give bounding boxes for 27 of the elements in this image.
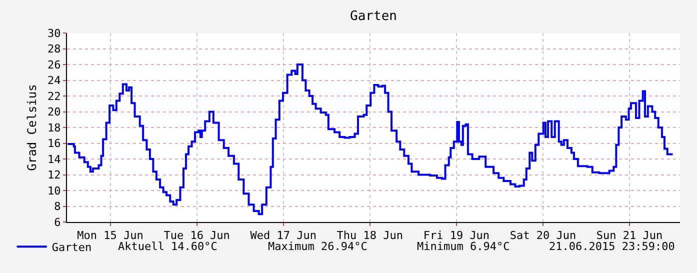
y-tick-label: 10 bbox=[48, 184, 61, 198]
x-tick-label: Fri 19 Jun bbox=[423, 229, 490, 242]
x-tick-label: Tue 16 Jun bbox=[164, 229, 230, 242]
y-tick-label: 30 bbox=[48, 26, 61, 40]
text: 21.06.2015 23:59:00 bbox=[549, 240, 675, 253]
y-tick-label: 24 bbox=[48, 74, 62, 88]
legend-label: Garten bbox=[52, 240, 92, 254]
y-tick-label: 18 bbox=[48, 121, 61, 134]
x-tick-label: Sat 20 Jun bbox=[510, 229, 576, 242]
text: Maximum 26.94°C bbox=[268, 240, 368, 253]
text: Aktuell 14.60°C bbox=[118, 240, 218, 253]
x-tick-label: Sun 21 Jun bbox=[596, 229, 663, 242]
y-tick-label: 14 bbox=[48, 152, 62, 166]
chart-title: Garten bbox=[350, 9, 397, 24]
x-tick-label: Wed 17 Jun bbox=[250, 229, 316, 242]
y-tick-label: 20 bbox=[48, 106, 61, 119]
y-tick-label: 8 bbox=[54, 200, 61, 214]
y-tick-label: 28 bbox=[48, 42, 61, 56]
text: Minimum 6.94°C bbox=[417, 240, 510, 253]
y-axis-title: Grad Celsius bbox=[24, 84, 39, 171]
y-tick-label: 16 bbox=[48, 137, 61, 150]
x-tick-label: Thu 18 Jun bbox=[336, 229, 404, 242]
x-tick-label: Mon 15 Jun bbox=[77, 229, 144, 242]
y-tick-label: 22 bbox=[48, 90, 61, 103]
y-tick-label: 26 bbox=[48, 58, 61, 72]
y-tick-label: 6 bbox=[54, 216, 61, 229]
y-tick-label: 12 bbox=[48, 168, 61, 182]
